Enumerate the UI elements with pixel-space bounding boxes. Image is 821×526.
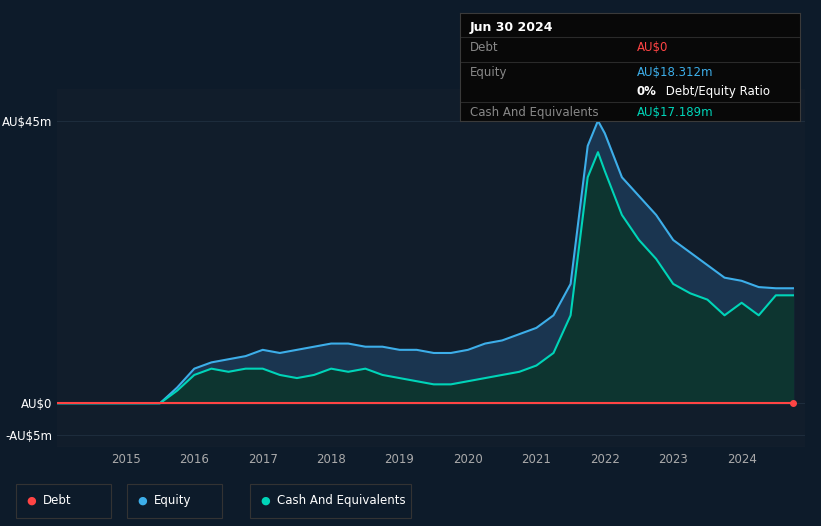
Text: AU$0: AU$0	[637, 41, 668, 54]
Text: Jun 30 2024: Jun 30 2024	[470, 21, 553, 34]
Text: Cash And Equivalents: Cash And Equivalents	[470, 106, 599, 119]
Text: ●: ●	[260, 495, 270, 506]
Text: Cash And Equivalents: Cash And Equivalents	[277, 494, 406, 507]
Text: Debt/Equity Ratio: Debt/Equity Ratio	[663, 85, 770, 98]
Text: 0%: 0%	[637, 85, 657, 98]
Text: AU$18.312m: AU$18.312m	[637, 66, 713, 79]
Text: Equity: Equity	[154, 494, 191, 507]
Text: Debt: Debt	[43, 494, 71, 507]
Text: AU$17.189m: AU$17.189m	[637, 106, 713, 119]
Text: ●: ●	[26, 495, 36, 506]
Text: Equity: Equity	[470, 66, 507, 79]
Text: Debt: Debt	[470, 41, 498, 54]
Text: ●: ●	[137, 495, 147, 506]
